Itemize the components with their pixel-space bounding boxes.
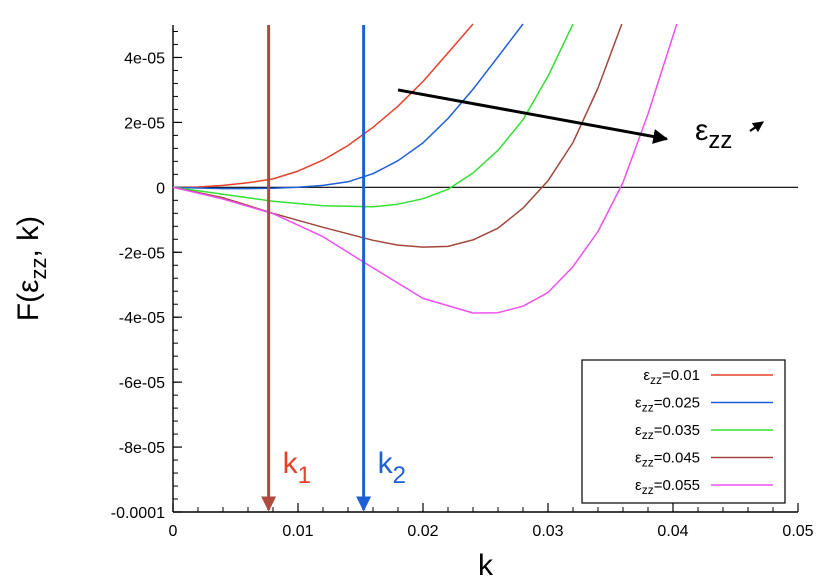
series-line-2 [172,23,524,190]
legend-label-3: εzz=0.035 [635,422,700,442]
axis-ticks [172,30,799,513]
legend-label-4: εzz=0.045 [635,450,700,470]
legend-label-1: εzz=0.01 [643,367,700,387]
x-tick-label: 0.01 [282,523,313,540]
series-line-5 [172,23,678,314]
x-tick-label: 0.05 [782,523,813,540]
series-line-3 [172,23,574,208]
y-tick-label: -4e-05 [119,310,165,327]
series-line-4 [172,23,623,248]
x-tick-label: 0 [169,523,178,540]
epsilon-annotation: εzz [397,88,764,154]
epsilon-trend-arrow [397,88,669,144]
increase-arrow-icon [749,121,764,133]
k2-label: k2 [378,447,406,489]
series-line-1 [172,23,474,189]
k-markers: k1 k2 [261,25,406,512]
y-tick-label: -2e-05 [119,245,165,262]
y-tick-label: 0 [156,180,165,197]
series-lines [172,23,678,314]
legend-label-5: εzz=0.055 [635,477,700,497]
y-tick-label: -8e-05 [119,440,165,457]
y-tick-label: -0.0001 [111,505,165,522]
epsilon-zz-label: εzz [695,114,732,154]
legend-box [581,359,786,504]
y-tick-label: 2e-05 [124,115,165,132]
x-axis-label: k [478,549,494,581]
x-tick-label: 0.02 [407,523,438,540]
axis-tick-labels: 4e-05 2e-05 0 -2e-05 -4e-05 -6e-05 -8e-05 -0.00… [111,50,814,540]
x-tick-label: 0.04 [657,523,688,540]
y-tick-label: 4e-05 [124,50,165,67]
legend: εzz=0.01 εzz=0.025 εzz=0.035 εzz=0.045 εzz=0… [581,359,786,504]
legend-label-2: εzz=0.025 [635,395,700,415]
y-axis-label: F(εzz, k) [12,216,51,321]
y-tick-label: -6e-05 [119,375,165,392]
k1-label: k1 [283,447,311,489]
x-tick-label: 0.03 [532,523,563,540]
plot-frame [172,25,798,513]
